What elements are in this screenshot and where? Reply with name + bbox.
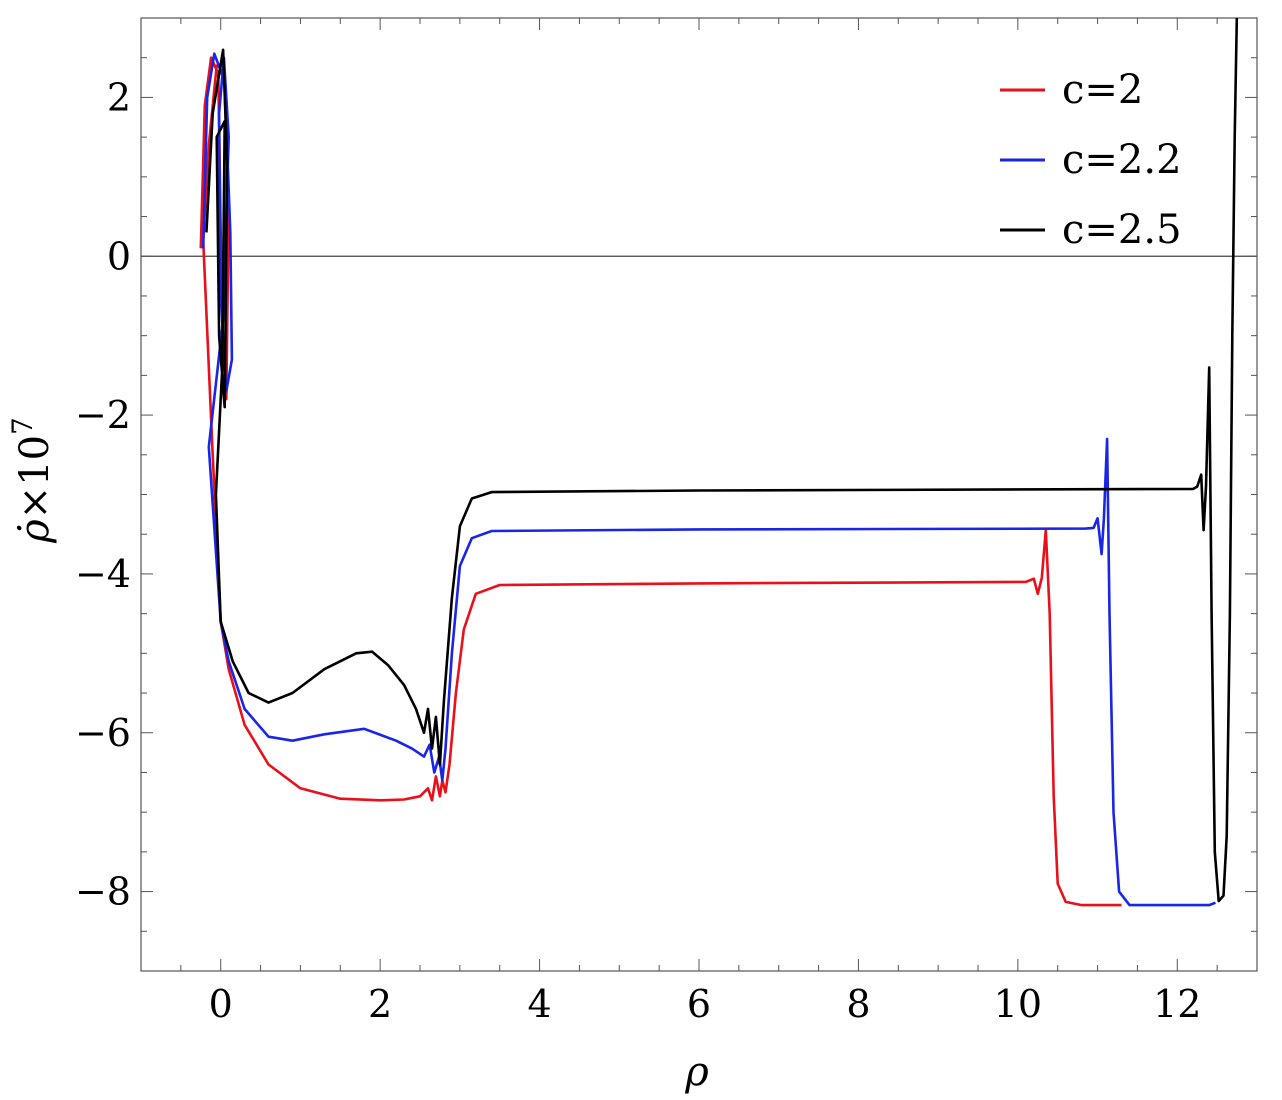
y-tick-label: −2	[75, 393, 131, 437]
x-tick-label: 8	[846, 982, 870, 1026]
legend-label: c=2.2	[1062, 137, 1182, 183]
y-axis-title-suffix: ×10	[12, 435, 58, 519]
legend: c=2 c=2.2 c=2.5	[1000, 67, 1182, 253]
legend-label: c=2	[1062, 67, 1143, 113]
y-tick-label: −8	[75, 870, 131, 914]
series-layer	[199, 18, 1239, 907]
y-axis-title-exponent: 7	[6, 417, 39, 435]
tick-labels: 0 2 4 6 8 10 12 −8 −6 −4 −2 0 2	[75, 75, 1201, 1026]
y-tick-label: −4	[75, 552, 131, 596]
y-tick-label: −6	[75, 711, 131, 755]
x-tick-label: 12	[1153, 982, 1201, 1026]
x-tick-label: 10	[994, 982, 1042, 1026]
y-axis-title: ρ̇×107	[6, 417, 58, 544]
series-line-2	[201, 52, 1216, 907]
x-tick-label: 4	[527, 982, 551, 1026]
x-axis-title: ρ	[684, 1049, 709, 1095]
x-tick-label: 2	[368, 982, 392, 1026]
y-axis-title-main: ρ̇	[12, 519, 58, 544]
series-line-1	[199, 56, 1122, 907]
legend-label: c=2.5	[1062, 207, 1182, 253]
y-tick-label: 0	[107, 234, 131, 278]
x-tick-label: 0	[209, 982, 233, 1026]
series-line-3	[205, 18, 1239, 903]
x-tick-label: 6	[687, 982, 711, 1026]
y-tick-label: 2	[107, 75, 131, 119]
axis-ticks	[140, 17, 1258, 972]
